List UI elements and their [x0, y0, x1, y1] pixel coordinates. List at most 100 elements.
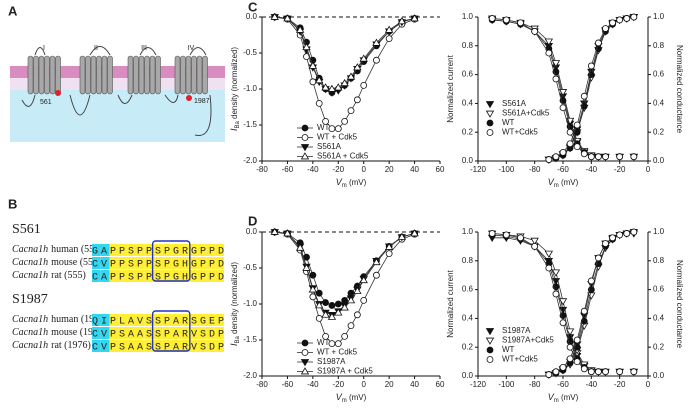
marker — [552, 283, 560, 291]
y-label-part: Ba — [235, 121, 241, 129]
x-tick-label: -80 — [256, 380, 268, 389]
x-tick-label: -60 — [282, 380, 294, 389]
residue-bg — [171, 327, 180, 339]
gene: Cacna1h — [12, 244, 48, 255]
y-tick-label: 0.0 — [462, 371, 474, 380]
residue-bg — [118, 314, 128, 326]
x-tick-label: -100 — [498, 165, 515, 174]
y-tick-label: 0.0 — [246, 12, 258, 21]
residue-bg — [127, 340, 136, 352]
residue-bg — [188, 244, 198, 256]
y-tick-label: 0.8 — [462, 41, 474, 50]
marker — [602, 368, 609, 376]
legend-label: S1987A+Cdk5 — [502, 336, 554, 345]
residue-bg — [136, 340, 145, 352]
marker — [360, 296, 368, 304]
y2-tick-label: 0.2 — [653, 127, 665, 136]
y-tick-label: 1.0 — [462, 12, 474, 21]
marker — [315, 76, 324, 84]
helix — [38, 55, 45, 95]
sequence-name: Cacna1h human (1980) — [12, 314, 108, 325]
marker — [353, 311, 361, 319]
helix — [101, 55, 108, 95]
marker — [630, 153, 638, 161]
marker — [595, 368, 602, 376]
sequence-name: Cacna1h rat (1976) — [12, 340, 91, 351]
y2-tick-label: 1.0 — [653, 227, 665, 236]
residue-bg — [118, 340, 128, 352]
gene: Cacna1h — [12, 340, 48, 351]
y-tick-label: -2.0 — [243, 156, 257, 165]
residue-bg — [171, 244, 180, 256]
domain-label: IV — [188, 45, 195, 52]
residue-bg — [206, 270, 216, 282]
gene: Cacna1h — [12, 314, 48, 325]
residue-bg — [153, 340, 163, 352]
x-tick-label: -80 — [529, 380, 541, 389]
legend-label: WT + Cdk5 — [317, 348, 358, 357]
marker — [315, 100, 323, 107]
helix — [155, 55, 161, 95]
activation-curve — [548, 16, 634, 160]
marker — [328, 302, 336, 309]
helix — [90, 55, 97, 95]
domain-label: II — [94, 45, 98, 52]
residue-bg — [109, 314, 119, 326]
marker — [283, 14, 292, 22]
helix — [174, 55, 181, 95]
marker — [558, 89, 568, 97]
y2-tick-label: 0.6 — [653, 285, 665, 294]
residue-bg — [197, 340, 207, 352]
y2-tick-label: 0.8 — [653, 41, 665, 50]
sequence-text: GAPPSPPSPGRGPPD — [92, 247, 224, 258]
helix — [85, 55, 91, 95]
x-tick-label: -120 — [470, 165, 487, 174]
residue-bg — [206, 327, 216, 339]
legend-marker — [301, 124, 309, 132]
residue-bg — [127, 314, 136, 326]
legend-marker — [485, 328, 495, 336]
legend-marker — [300, 359, 310, 367]
marker — [270, 227, 279, 235]
residue-bg — [215, 314, 224, 326]
residue-bg — [188, 257, 198, 269]
marker — [602, 153, 609, 161]
helix — [44, 55, 50, 95]
residue-bg — [109, 257, 119, 269]
legend-marker — [301, 134, 309, 141]
marker — [587, 368, 595, 376]
residue-bg — [188, 270, 198, 282]
residue-bg — [109, 270, 119, 282]
marker — [334, 300, 342, 308]
marker — [517, 19, 524, 27]
residue-bg — [153, 270, 163, 282]
x-tick-label: 40 — [410, 380, 419, 389]
residue-bg — [136, 244, 145, 256]
legend-label: S1987A — [502, 326, 531, 335]
legend-marker — [486, 119, 494, 127]
marker — [328, 125, 336, 133]
species: mouse (555) — [51, 257, 101, 268]
marker — [315, 314, 323, 322]
y-tick-label: 0.4 — [462, 314, 474, 323]
marker — [566, 140, 574, 148]
legend-marker — [300, 144, 310, 152]
cytoplasm — [10, 90, 225, 142]
species: rat (555) — [51, 270, 86, 281]
residue-bg — [215, 257, 224, 269]
x-tick-label: -80 — [256, 165, 268, 174]
x-tick-label: 0 — [361, 165, 366, 174]
y-tick-label: -1.5 — [243, 120, 257, 129]
marker — [321, 83, 330, 91]
residue-bg — [100, 244, 110, 256]
x-tick-label: -60 — [557, 165, 569, 174]
residue-bg — [109, 340, 119, 352]
x-tick-label: 40 — [410, 165, 419, 174]
marker — [502, 231, 510, 239]
residue-bg — [162, 244, 172, 256]
marker — [334, 83, 343, 91]
x-tick-label: -20 — [614, 380, 626, 389]
membrane-diagram — [10, 46, 225, 142]
y2-axis-label: Normalized conductance — [675, 260, 684, 349]
residue-bg — [144, 257, 154, 269]
